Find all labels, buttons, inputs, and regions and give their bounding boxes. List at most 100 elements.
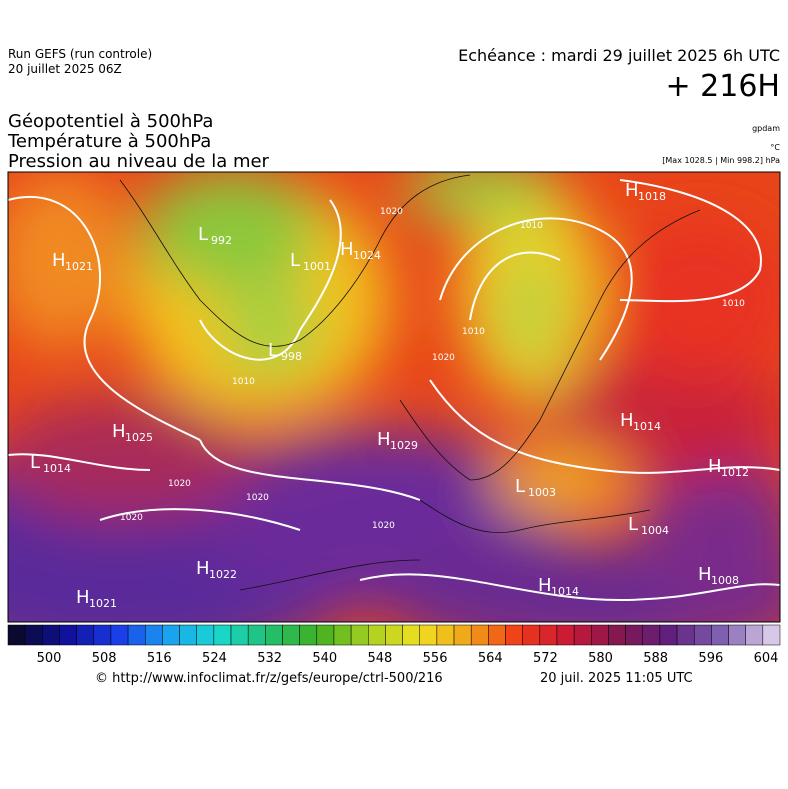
colorbar-swatch [333,624,352,646]
center-value: 1012 [721,466,749,479]
center-type: L [268,340,278,361]
colorbar-tick-label: 572 [533,651,558,666]
center-type: H [112,421,126,442]
colorbar-tick-label: 556 [423,651,448,666]
center-value: 1008 [711,574,739,587]
colorbar-swatch [453,624,472,646]
center-type: H [708,456,722,477]
colorbar-tick-label: 540 [312,651,337,666]
colorbar-swatch [505,624,523,646]
title: Géopotentiel à 500hPa [8,111,213,132]
colorbar-swatch [127,624,146,646]
colorbar-tick-label: 596 [698,651,723,666]
center-value: 1029 [390,439,418,452]
colorbar-swatch [213,624,232,646]
colorbar-swatch [230,624,249,646]
colorbar-swatch [24,624,43,646]
center-value: 1024 [353,249,381,262]
isobar-label: 1020 [120,513,143,523]
center-value: 1021 [65,260,93,273]
run-name: Run GEFS (run controle) [8,47,152,61]
colorbar-tick-label: 500 [37,651,62,666]
center-value: 1021 [89,597,117,610]
colorbar-swatch [591,624,609,646]
colorbar-swatch [179,624,197,646]
isobar-label: 1010 [462,327,485,337]
colorbar-swatch [282,624,300,646]
center-type: H [76,587,90,608]
center-type: L [30,452,40,473]
title: Pression au niveau de la mer [8,151,270,172]
center-value: 1003 [528,486,556,499]
center-type: H [620,410,634,431]
colorbar-tick-label: 516 [147,651,172,666]
center-value: 1004 [641,524,669,537]
center-type: H [698,564,712,585]
colorbar-tick-label: 580 [588,651,613,666]
colorbar-tick-label: 532 [257,651,282,666]
colorbar-swatch [436,624,455,646]
isobar-label: 1010 [232,377,255,387]
isobar-label: 1020 [372,521,395,531]
colorbar-swatch [110,624,129,646]
center-value: 1014 [633,420,661,433]
colorbar-swatch [625,624,644,646]
colorbar-swatch [385,624,403,646]
colorbar-swatch [693,624,712,646]
unit: °C [770,143,780,152]
colorbar-tick-label: 524 [202,651,227,666]
center-type: L [515,476,525,497]
center-type: H [538,575,552,596]
colorbar-swatch [522,624,541,646]
center-type: H [377,429,391,450]
valid-time: Echéance : mardi 29 juillet 2025 6h UTC [458,46,780,65]
unit: gpdam [752,124,780,133]
map-frame [7,171,781,623]
run-date: 20 juillet 2025 06Z [8,62,122,76]
center-value: 1025 [125,431,153,444]
center-type: H [340,239,354,260]
center-value: 1014 [43,462,71,475]
colorbar-swatch [368,624,386,646]
colorbar-swatch [265,624,283,646]
colorbar-swatch [539,624,558,646]
isobar-label: 1020 [380,207,403,217]
colorbar-swatch [247,624,266,646]
colorbar-swatch [728,624,746,646]
center-type: H [196,558,210,579]
colorbar-swatch [59,624,77,646]
colorbar-tick-label: 548 [368,651,393,666]
colorbar-swatch [419,624,438,646]
center-value: 1014 [551,585,579,598]
colorbar-swatch [402,624,420,646]
colorbar-swatch [676,624,695,646]
colorbar-swatch [76,624,95,646]
isobar-label: 1010 [520,221,543,231]
lead-time: + 216H [666,69,781,104]
colorbar-swatch [316,624,335,646]
colorbar-swatch [659,624,678,646]
isobar-label: 1020 [432,353,455,363]
center-type: L [290,250,300,271]
colorbar-tick-label: 588 [643,651,668,666]
colorbar-swatch [745,624,764,646]
title: Température à 500hPa [7,131,211,152]
colorbar-tick-label: 564 [478,651,503,666]
colorbar-swatch [350,624,369,646]
colorbar-swatch [93,624,112,646]
center-value: 1018 [638,190,666,203]
colorbar-swatch [42,624,60,646]
colorbar-swatch [711,624,729,646]
isobar-label: 1010 [722,299,745,309]
colorbar-swatch [556,624,575,646]
isobar-label: 1020 [168,479,191,489]
center-type: L [198,224,208,245]
center-value: 998 [281,350,302,363]
unit: [Max 1028.5 | Min 998.2] hPa [662,156,780,165]
colorbar-swatch [144,624,163,646]
center-type: L [628,514,638,535]
colorbar-swatch [642,624,661,646]
colorbar-tick-label: 508 [92,651,117,666]
